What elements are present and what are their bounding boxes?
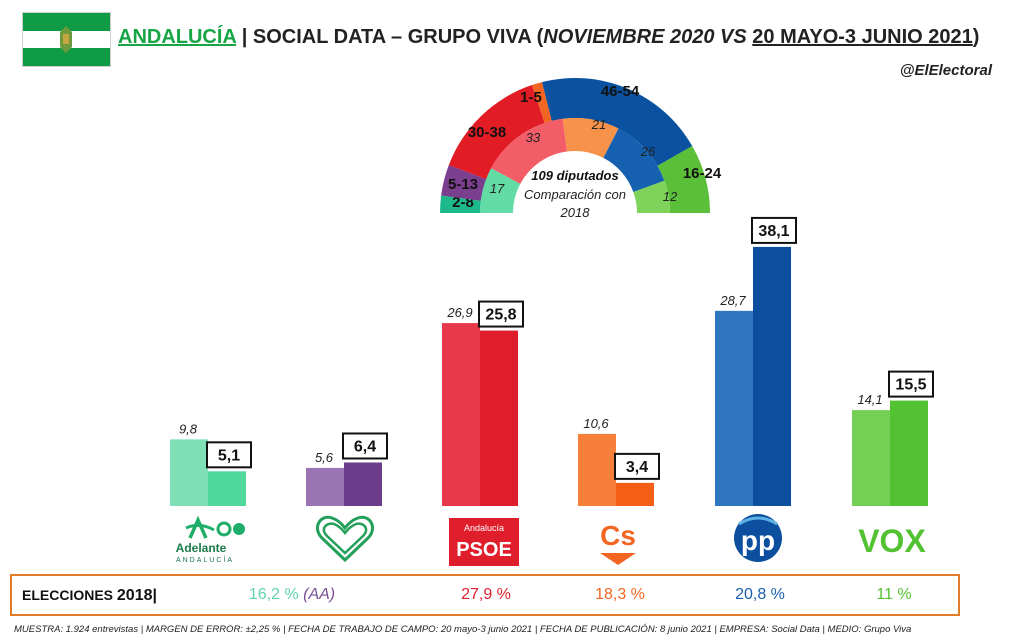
pollster-title: SOCIAL DATA – GRUPO VIVA	[252, 26, 532, 48]
seat-arc-2018-4	[633, 180, 670, 213]
bar-2020-5	[852, 410, 890, 506]
bar-2021-label-0: 5,1	[218, 447, 240, 464]
seat-arc-outer-4	[542, 78, 693, 166]
adelante-andalucia-logo: Adelante ANDALUCÍA	[176, 515, 245, 564]
donut-center-title: 109 diputados	[531, 168, 618, 183]
bar-2021-label-3: 3,4	[626, 459, 648, 476]
bar-2020-label-0: 9,8	[179, 421, 198, 436]
bar-2020-1	[306, 467, 344, 506]
seat-arc-outer-2	[448, 85, 545, 180]
methodology-footer: MUESTRA: 1.924 entrevistas | MARGEN DE E…	[14, 624, 912, 635]
bar-chart: 9,8 5,1 5,6 6,4 26,9 25,8 10,6 3,4 28,7 38,1 14,1 1…	[170, 216, 934, 507]
seat-2018-label-0: 17	[490, 181, 505, 196]
seat-arc-outer-1	[441, 165, 487, 201]
pp-logo-text: pp	[741, 525, 775, 556]
bar-2021-label-1: 6,4	[354, 438, 376, 455]
bar-2021-4	[753, 246, 791, 507]
bar-2021-label-2: 25,8	[485, 307, 516, 324]
seat-arc-outer-0	[440, 195, 481, 213]
bar-2020-label-3: 10,6	[583, 416, 609, 431]
bar-2020-label-5: 14,1	[857, 392, 882, 407]
seat-arc-outer-3	[531, 82, 552, 123]
seat-range-label-5: 16-24	[683, 165, 722, 182]
pp-logo: pp	[734, 514, 782, 562]
bar-2021-label-box-2	[478, 300, 524, 328]
bar-2021-5	[890, 400, 928, 506]
elecciones-year: 2018	[116, 587, 153, 604]
psoe-logo-subtext: Andalucía	[464, 523, 504, 533]
elecciones-label-text: ELECCIONES	[22, 587, 114, 603]
psoe-logo-text: PSOE	[456, 539, 512, 561]
result-2018-pp: 20,8 %	[735, 586, 785, 603]
bar-2021-label-box-3	[614, 452, 660, 480]
comparison-old: NOVIEMBRE 2020 VS	[543, 26, 747, 48]
vox-logo-text: VOX	[858, 523, 926, 559]
bar-2021-label-5: 15,5	[895, 377, 926, 394]
seat-range-label-1: 5-13	[448, 176, 478, 193]
adelante-logo-text: Adelante	[176, 541, 227, 555]
cs-logo-text: Cs	[600, 520, 636, 551]
donut-center-line3: 2018	[560, 205, 591, 220]
comparison-new: 20 MAYO-3 JUNIO 2021	[752, 26, 973, 48]
seat-range-label-2: 30-38	[468, 124, 506, 141]
result-2018-cs: 18,3 %	[595, 586, 645, 603]
adelante-logo-subtext: ANDALUCÍA	[176, 555, 234, 564]
bar-2021-label-4: 38,1	[758, 223, 789, 240]
bar-2021-label-box-5	[888, 370, 934, 398]
bar-2021-label-box-4	[751, 216, 797, 244]
bar-2020-0	[170, 439, 208, 506]
seat-arc-outer-5	[657, 146, 710, 213]
seat-2018-label-3: 26	[640, 144, 656, 159]
andalucia-flag-icon	[22, 12, 111, 67]
seat-2018-label-4: 12	[663, 189, 678, 204]
seat-arc-2018-3	[603, 128, 665, 192]
seat-2018-label-1: 33	[526, 130, 541, 145]
result-2018-vox: 11 %	[876, 586, 912, 603]
comparison-open: (	[536, 26, 544, 48]
comparison-close: )	[972, 26, 980, 48]
chart-title: ANDALUCÍA | SOCIAL DATA – GRUPO VIVA (NO…	[118, 26, 979, 49]
heart-logo-icon	[316, 515, 374, 563]
elecciones-2018-row: ELECCIONES 2018| 16,2 % (AA) 27,9 % 18,3…	[10, 574, 960, 616]
bar-2020-label-4: 28,7	[719, 293, 746, 308]
bar-2021-label-box-1	[342, 432, 388, 460]
bar-2021-2	[480, 330, 518, 506]
result-2018-adelante-value: 16,2 %	[248, 586, 299, 603]
bar-2021-1	[344, 462, 382, 506]
result-2018-psoe: 27,9 %	[461, 586, 511, 603]
seat-range-label-3: 1-5	[520, 89, 542, 106]
cs-logo: Cs	[600, 520, 636, 565]
elecciones-bar: |	[152, 587, 157, 604]
result-2018-adelante-extra: (AA)	[303, 586, 336, 603]
bar-2020-label-2: 26,9	[446, 305, 472, 320]
bar-2020-4	[715, 310, 753, 506]
psoe-logo: Andalucía PSOE	[449, 518, 519, 566]
region-title: ANDALUCÍA	[118, 26, 237, 48]
result-2018-adelante: 16,2 % (AA)	[249, 586, 335, 604]
bar-2021-label-box-0	[206, 441, 252, 469]
bar-2021-3	[616, 482, 654, 506]
bar-2020-2	[442, 323, 480, 506]
bar-2020-3	[578, 433, 616, 506]
seat-range-label-4: 46-54	[601, 83, 640, 100]
seat-arc-2018-1	[491, 118, 567, 184]
seat-arc-2018-2	[562, 118, 619, 158]
seat-arc-2018-0	[480, 168, 521, 213]
party-logos: Adelante ANDALUCÍA Andalucía PSOE Cs pp …	[176, 514, 926, 566]
donut-center-line2: Comparación con	[524, 187, 626, 202]
title-separator: |	[241, 26, 248, 48]
elecciones-2018-label: ELECCIONES 2018|	[22, 587, 157, 605]
twitter-handle: @ElElectoral	[899, 62, 992, 79]
bar-2021-0	[208, 471, 246, 506]
vox-logo: VOX	[858, 523, 926, 559]
bar-2020-label-1: 5,6	[315, 450, 334, 465]
seat-2018-label-2: 21	[591, 117, 606, 132]
